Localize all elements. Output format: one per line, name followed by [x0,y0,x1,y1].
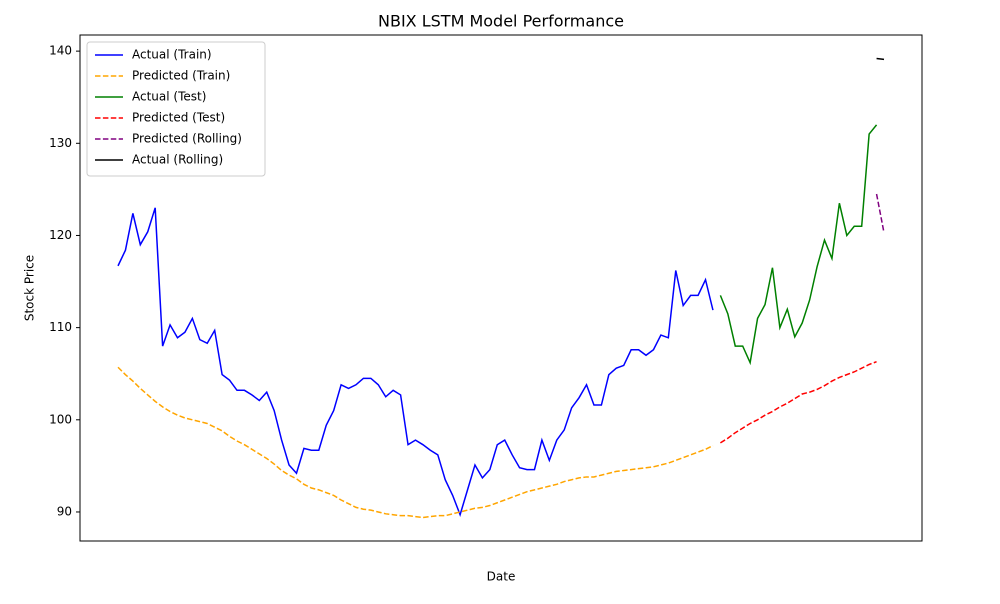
x-axis-label: Date [487,570,516,584]
y-axis-label: Stock Price [23,255,37,321]
series-line [875,193,885,233]
legend-label: Actual (Rolling) [132,153,223,167]
y-tick-label: 120 [49,228,72,242]
legend-label: Actual (Train) [132,48,212,62]
legend-label: Predicted (Test) [132,111,225,125]
series-line [117,207,714,518]
series-line [719,124,878,366]
series-line [876,57,885,61]
chart-title: NBIX LSTM Model Performance [378,12,624,31]
y-tick-label: 100 [49,412,72,426]
legend-label: Predicted (Train) [132,69,230,83]
y-tick-label: 90 [57,504,72,518]
series-line [719,361,877,444]
series-line [117,366,714,519]
y-tick-label: 140 [49,44,72,58]
legend-box [86,41,266,177]
y-tick-label: 110 [49,320,72,334]
legend: Actual (Train) Predicted (Train) Actual (T… [86,41,266,177]
y-tick-label: 130 [49,136,72,150]
plot-frame [79,34,923,542]
legend-label: Actual (Test) [132,90,206,104]
legend-label: Predicted (Rolling) [132,132,242,146]
